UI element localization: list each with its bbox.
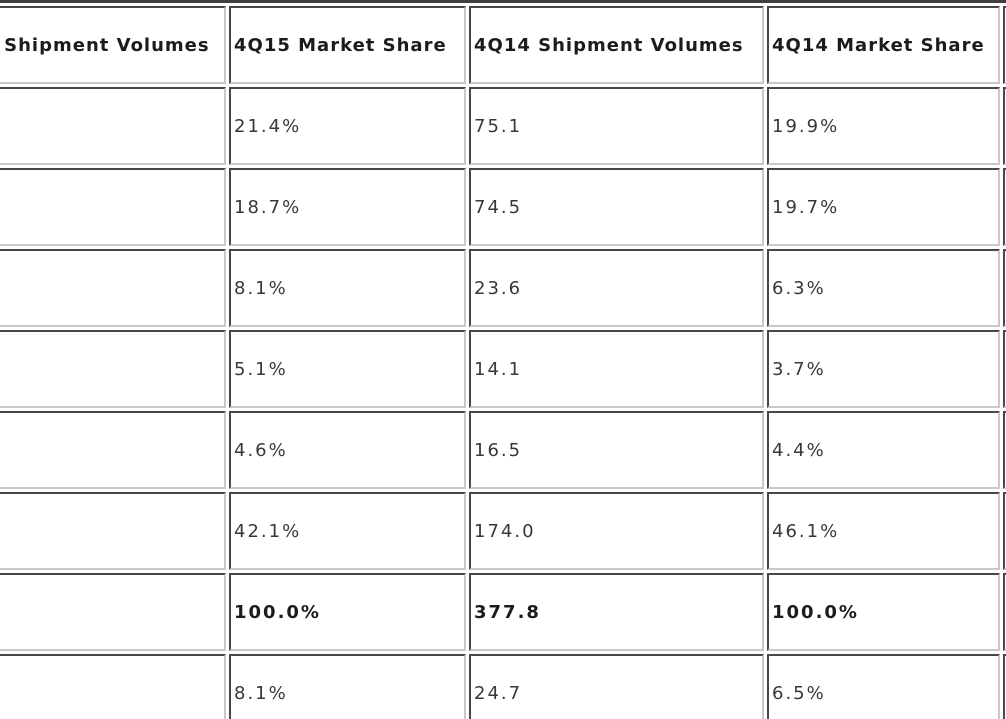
table-cell: 8.1% <box>229 654 466 719</box>
table-cell: 8.1% <box>229 249 466 327</box>
column-header-4q14-market-share: 4Q14 Market Share <box>767 6 1000 84</box>
table-cell <box>1003 573 1006 651</box>
table-cell <box>0 249 226 327</box>
table-cell <box>0 330 226 408</box>
table-cell <box>1003 411 1006 489</box>
table-row: 42.1% 174.0 46.1% <box>0 492 1006 570</box>
table-cell <box>0 411 226 489</box>
table-cell: 5.1% <box>229 330 466 408</box>
table-cell: 24.7 <box>469 654 764 719</box>
table-cell <box>1003 492 1006 570</box>
table-row: 4.6% 16.5 4.4% <box>0 411 1006 489</box>
header-row: 4Q15 Shipment Volumes 4Q15 Market Share … <box>0 6 1006 84</box>
table-row-total: 100.0% 377.8 100.0% <box>0 573 1006 651</box>
table-cell: 14.1 <box>469 330 764 408</box>
table-row: 8.1% 24.7 6.5% <box>0 654 1006 719</box>
table-cell: 21.4% <box>229 87 466 165</box>
table-cell <box>1003 249 1006 327</box>
table-cell: 74.5 <box>469 168 764 246</box>
table-cell <box>0 87 226 165</box>
table-cell: 23.6 <box>469 249 764 327</box>
table-cell: 3.7% <box>767 330 1000 408</box>
table-row: 21.4% 75.1 19.9% <box>0 87 1006 165</box>
column-header-4q15-shipment-volumes: 4Q15 Shipment Volumes <box>0 6 226 84</box>
table-cell: 46.1% <box>767 492 1000 570</box>
table-cell: 4.4% <box>767 411 1000 489</box>
table-row: 18.7% 74.5 19.7% <box>0 168 1006 246</box>
column-header-clipped <box>1003 6 1006 84</box>
table-cell: 174.0 <box>469 492 764 570</box>
table-cell: 19.7% <box>767 168 1000 246</box>
table-cell: 42.1% <box>229 492 466 570</box>
table-cell: 6.5% <box>767 654 1000 719</box>
table-cell: 6.3% <box>767 249 1000 327</box>
table-cell: 100.0% <box>767 573 1000 651</box>
table-cell <box>0 654 226 719</box>
table-cell: 19.9% <box>767 87 1000 165</box>
column-header-4q14-shipment-volumes: 4Q14 Shipment Volumes <box>469 6 764 84</box>
table-row: 5.1% 14.1 3.7% <box>0 330 1006 408</box>
table-cell: 16.5 <box>469 411 764 489</box>
table-cell: 377.8 <box>469 573 764 651</box>
table-cell <box>0 168 226 246</box>
table-row: 8.1% 23.6 6.3% <box>0 249 1006 327</box>
table-cell <box>1003 654 1006 719</box>
table-cell: 18.7% <box>229 168 466 246</box>
table-cell: 75.1 <box>469 87 764 165</box>
table-cell <box>1003 330 1006 408</box>
table-cell <box>0 573 226 651</box>
table-cell <box>1003 87 1006 165</box>
table-cell <box>0 492 226 570</box>
column-header-4q15-market-share: 4Q15 Market Share <box>229 6 466 84</box>
table-cell: 4.6% <box>229 411 466 489</box>
table-cell: 100.0% <box>229 573 466 651</box>
table-cell <box>1003 168 1006 246</box>
